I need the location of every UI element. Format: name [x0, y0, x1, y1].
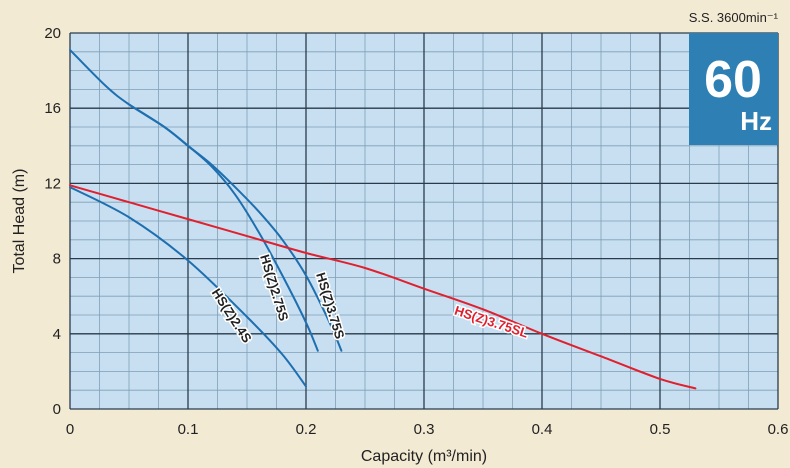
frequency-value: 60	[704, 51, 762, 109]
y-tick-label: 12	[44, 175, 61, 192]
y-tick-label: 8	[53, 251, 61, 268]
y-axis-title: Total Head (m)	[11, 169, 28, 274]
x-tick-label: 0.4	[532, 421, 553, 438]
frequency-badge-background	[689, 33, 778, 145]
x-tick-label: 0.1	[178, 421, 199, 438]
series-line-hs-z-2-4s	[69, 186, 307, 388]
x-tick-label: 0	[66, 421, 74, 438]
frequency-unit: Hz	[740, 106, 772, 136]
series-layer	[69, 48, 697, 390]
series-line-hs-z-3-75s	[128, 103, 343, 352]
x-axis-ticks: 0 0.1 0.2 0.3 0.4 0.5 0.6	[66, 421, 789, 438]
x-tick-label: 0.6	[768, 421, 789, 438]
x-tick-label: 0.3	[414, 421, 435, 438]
y-tick-label: 4	[53, 326, 61, 343]
speed-note: S.S. 3600min⁻¹	[689, 10, 779, 25]
series-line-hs-z-2-75s	[69, 48, 319, 352]
y-axis-ticks: 0 4 8 12 16 20	[44, 25, 61, 418]
major-grid	[69, 32, 779, 410]
x-tick-label: 0.5	[650, 421, 671, 438]
frequency-badge: 60 Hz	[689, 33, 778, 145]
y-tick-label: 20	[44, 25, 61, 42]
series-line-hs-z-3-75sl	[69, 184, 697, 390]
y-tick-label: 16	[44, 100, 61, 117]
x-tick-label: 0.2	[296, 421, 317, 438]
y-tick-label: 0	[53, 401, 61, 418]
x-axis-title: Capacity (m³/min)	[361, 448, 487, 465]
